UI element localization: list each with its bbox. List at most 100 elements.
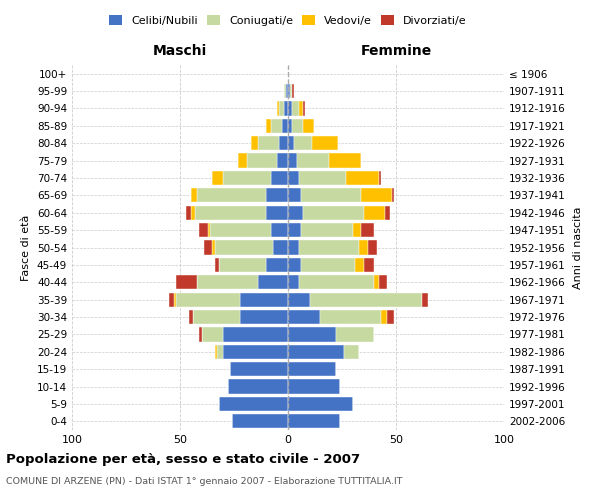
Bar bbox=[303, 118, 314, 133]
Bar bbox=[353, 223, 361, 237]
Bar bbox=[212, 240, 215, 254]
Bar bbox=[320, 310, 381, 324]
Bar bbox=[266, 188, 288, 202]
Bar bbox=[288, 171, 299, 185]
Bar bbox=[364, 206, 385, 220]
Bar bbox=[379, 171, 381, 185]
Bar bbox=[288, 362, 335, 376]
Bar bbox=[329, 154, 361, 168]
Bar bbox=[299, 102, 303, 116]
Bar bbox=[301, 258, 355, 272]
Bar bbox=[241, 292, 288, 307]
Bar bbox=[292, 84, 295, 98]
Bar bbox=[266, 258, 288, 272]
Bar bbox=[277, 102, 280, 116]
Legend: Celibi/Nubili, Coniugati/e, Vedovi/e, Divorziati/e: Celibi/Nubili, Coniugati/e, Vedovi/e, Di… bbox=[106, 12, 470, 29]
Text: Popolazione per età, sesso e stato civile - 2007: Popolazione per età, sesso e stato civil… bbox=[6, 452, 360, 466]
Bar bbox=[202, 328, 223, 342]
Bar bbox=[288, 188, 301, 202]
Bar bbox=[273, 240, 288, 254]
Bar bbox=[359, 240, 368, 254]
Bar bbox=[299, 240, 359, 254]
Bar bbox=[176, 292, 241, 307]
Bar bbox=[299, 171, 346, 185]
Bar bbox=[303, 102, 305, 116]
Bar bbox=[238, 154, 247, 168]
Text: Femmine: Femmine bbox=[361, 44, 431, 58]
Bar bbox=[392, 188, 394, 202]
Bar bbox=[217, 344, 223, 359]
Bar bbox=[208, 223, 210, 237]
Bar bbox=[288, 223, 301, 237]
Bar bbox=[346, 171, 379, 185]
Bar bbox=[219, 258, 266, 272]
Bar bbox=[288, 240, 299, 254]
Bar bbox=[187, 206, 191, 220]
Bar bbox=[227, 380, 288, 394]
Bar bbox=[271, 118, 281, 133]
Bar bbox=[361, 188, 392, 202]
Bar bbox=[286, 84, 288, 98]
Bar bbox=[280, 136, 288, 150]
Bar bbox=[284, 102, 288, 116]
Bar bbox=[288, 292, 310, 307]
Text: COMUNE DI ARZENE (PN) - Dati ISTAT 1° gennaio 2007 - Elaborazione TUTTITALIA.IT: COMUNE DI ARZENE (PN) - Dati ISTAT 1° ge… bbox=[6, 478, 403, 486]
Bar bbox=[364, 258, 374, 272]
Bar bbox=[292, 102, 299, 116]
Bar bbox=[215, 258, 219, 272]
Bar bbox=[223, 344, 288, 359]
Bar bbox=[301, 188, 361, 202]
Bar bbox=[344, 344, 359, 359]
Bar bbox=[169, 292, 173, 307]
Bar bbox=[210, 223, 271, 237]
Bar bbox=[288, 84, 290, 98]
Bar bbox=[288, 310, 320, 324]
Bar bbox=[197, 188, 266, 202]
Bar bbox=[232, 414, 288, 428]
Bar bbox=[288, 118, 292, 133]
Bar bbox=[381, 310, 388, 324]
Bar bbox=[191, 206, 195, 220]
Bar bbox=[312, 136, 338, 150]
Bar bbox=[288, 136, 295, 150]
Bar bbox=[288, 275, 299, 289]
Bar bbox=[271, 171, 288, 185]
Bar bbox=[288, 328, 335, 342]
Bar bbox=[219, 397, 288, 411]
Bar bbox=[288, 258, 301, 272]
Bar bbox=[310, 292, 422, 307]
Bar bbox=[271, 223, 288, 237]
Bar bbox=[266, 206, 288, 220]
Bar bbox=[288, 397, 353, 411]
Bar bbox=[230, 362, 288, 376]
Bar bbox=[295, 136, 312, 150]
Bar bbox=[296, 154, 329, 168]
Bar bbox=[292, 118, 303, 133]
Bar bbox=[374, 275, 379, 289]
Text: Maschi: Maschi bbox=[153, 44, 207, 58]
Bar bbox=[199, 328, 202, 342]
Bar bbox=[258, 136, 280, 150]
Bar bbox=[176, 275, 197, 289]
Bar bbox=[197, 275, 258, 289]
Bar bbox=[301, 223, 353, 237]
Bar bbox=[280, 102, 284, 116]
Bar bbox=[277, 154, 288, 168]
Bar bbox=[368, 240, 377, 254]
Bar bbox=[281, 118, 288, 133]
Bar bbox=[288, 206, 303, 220]
Bar bbox=[388, 310, 394, 324]
Y-axis label: Anni di nascita: Anni di nascita bbox=[572, 206, 583, 289]
Bar bbox=[223, 171, 271, 185]
Bar bbox=[290, 84, 292, 98]
Bar bbox=[284, 84, 286, 98]
Bar bbox=[422, 292, 428, 307]
Bar bbox=[188, 310, 193, 324]
Bar bbox=[385, 206, 389, 220]
Bar bbox=[223, 328, 288, 342]
Bar bbox=[199, 223, 208, 237]
Bar bbox=[288, 344, 344, 359]
Bar bbox=[251, 136, 258, 150]
Bar bbox=[193, 310, 241, 324]
Bar bbox=[266, 118, 271, 133]
